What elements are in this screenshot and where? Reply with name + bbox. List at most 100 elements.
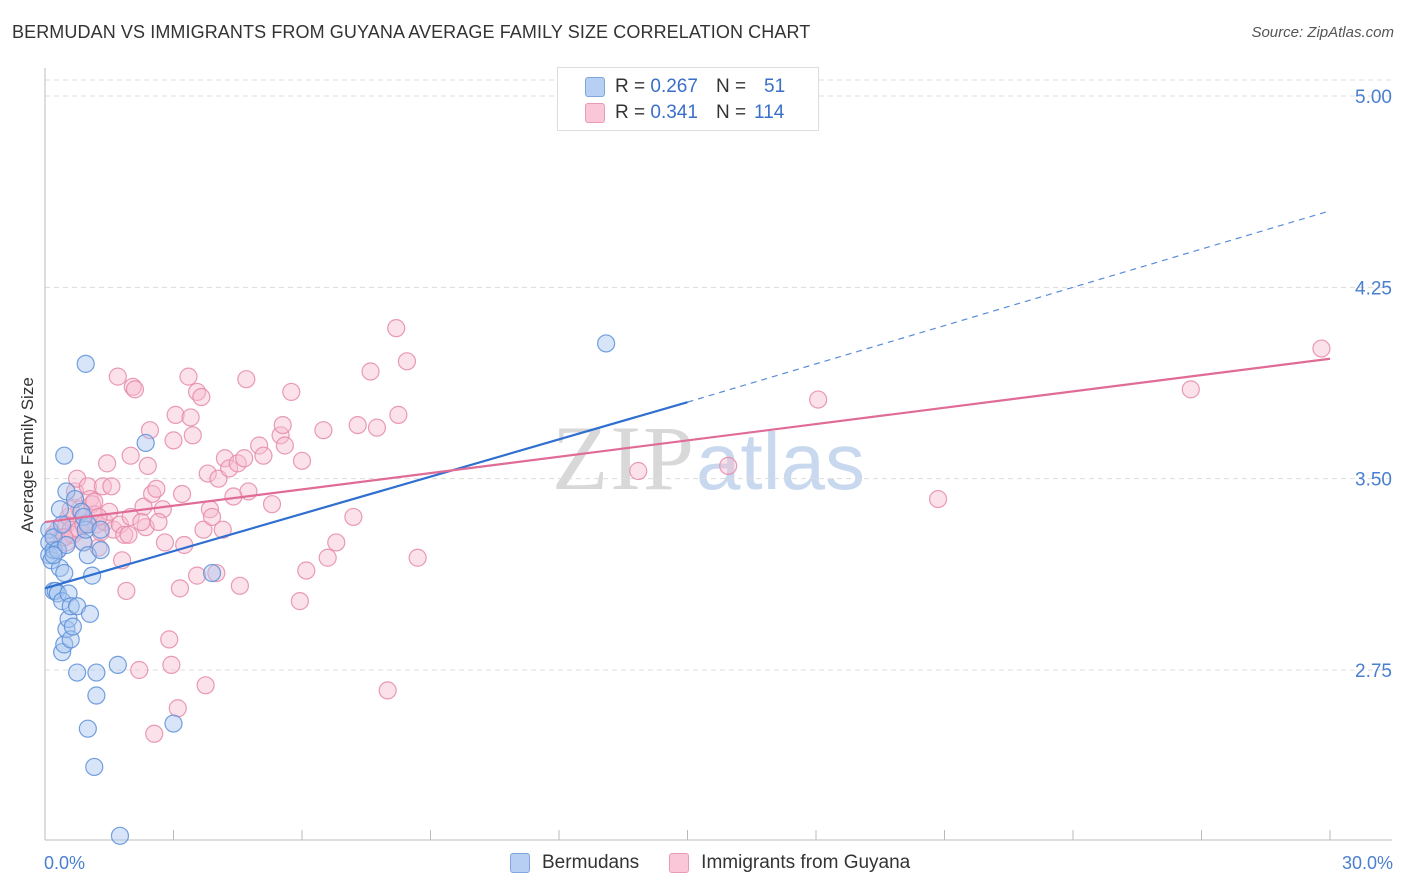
legend-n-value: 51 [764,76,786,97]
point-guyana [397,352,417,371]
point-guyana [125,380,145,399]
trend-line-guyana [44,357,1331,524]
point-guyana [172,484,192,504]
point-guyana [147,479,166,498]
point-bermudan [76,354,95,373]
point-guyana [160,630,179,649]
point-guyana [123,377,142,396]
point-guyana [155,533,175,552]
legend-r-value: 0.341 [650,102,698,123]
point-guyana [719,456,738,476]
point-guyana [132,512,151,532]
point-bermudan [87,686,106,705]
point-guyana [198,464,217,483]
point-bermudan [55,563,74,583]
point-bermudan [68,663,87,682]
point-guyana [297,561,316,580]
point-bermudan [63,617,82,636]
data-points [40,319,1331,845]
point-guyana [290,592,309,611]
legend-n-label: N = [715,76,747,97]
point-guyana [318,548,337,567]
point-bermudan [85,757,104,777]
point-guyana [162,655,181,674]
legend-row-guyana: R = 0.341 N = 114 [585,101,784,125]
point-bermudan [91,540,110,560]
point-guyana [175,535,194,555]
point-bermudan [80,604,100,623]
point-guyana [149,512,168,532]
y-tick-label: 2.75 [1355,661,1392,682]
point-bermudan [202,563,222,583]
point-guyana [408,548,427,567]
point-guyana [115,525,134,544]
point-guyana [314,421,333,440]
point-guyana [273,415,292,435]
y-tick-label: 4.25 [1355,278,1392,299]
point-guyana [1312,339,1331,358]
point-guyana [145,724,164,743]
watermark-zip: ZIP [552,407,696,509]
tick-labels: 2.75 3.50 4.25 5.00 0.0% 30.0% [44,87,1393,873]
point-guyana [629,461,648,481]
legend-item-guyana: Immigrants from Guyana [669,852,910,874]
point-guyana [348,415,367,435]
point-guyana [98,454,117,473]
trend-line-bermudans [44,401,688,590]
point-guyana [262,495,282,514]
point-guyana [166,405,185,424]
x-tick-label: 30.0% [1342,853,1393,873]
point-guyana [220,459,239,478]
point-guyana [235,449,254,468]
point-guyana [361,362,380,381]
point-guyana [327,533,346,552]
point-guyana [367,418,387,437]
point-bermudan [44,546,63,565]
point-guyana [168,699,187,718]
point-guyana [121,446,140,465]
point-bermudan [164,714,183,733]
point-guyana [170,579,190,598]
point-guyana [809,390,828,409]
legend-swatch-blue [585,77,605,97]
point-guyana [130,660,149,680]
point-guyana [237,370,256,389]
point-guyana [187,566,207,585]
legend-n-label: N = [715,102,747,123]
legend-r-label: R = [615,102,646,123]
point-guyana [230,576,249,595]
point-guyana [102,477,121,496]
point-guyana [1181,380,1200,399]
point-guyana [119,525,138,544]
point-guyana [344,507,363,527]
point-guyana [207,563,226,583]
point-guyana [179,367,198,386]
trend-lines [44,210,1331,590]
y-tick-label: 5.00 [1355,87,1392,108]
legend-swatch-pink [669,853,690,873]
point-guyana [164,431,183,450]
point-guyana [928,489,948,509]
chart-title: BERMUDAN VS IMMIGRANTS FROM GUYANA AVERA… [12,22,811,42]
point-guyana [250,436,269,455]
legend-n-value: 114 [754,102,785,123]
point-bermudan [91,520,110,539]
point-guyana [181,408,200,427]
trend-line-bermudans-extension [687,210,1331,403]
point-bermudan [87,663,106,682]
point-bermudan [55,446,74,465]
point-guyana [292,451,312,470]
point-bermudan [110,826,130,845]
point-bermudan [108,655,127,674]
point-bermudan [78,719,97,738]
point-bermudan [136,433,155,453]
axes [44,68,1392,841]
point-guyana [387,319,406,338]
point-guyana [275,436,294,455]
point-guyana [282,382,301,402]
point-guyana [202,507,222,527]
legend-r-label: R = [615,76,646,97]
point-bermudan [597,334,616,353]
legend-label-guyana: Immigrants from Guyana [701,852,911,873]
